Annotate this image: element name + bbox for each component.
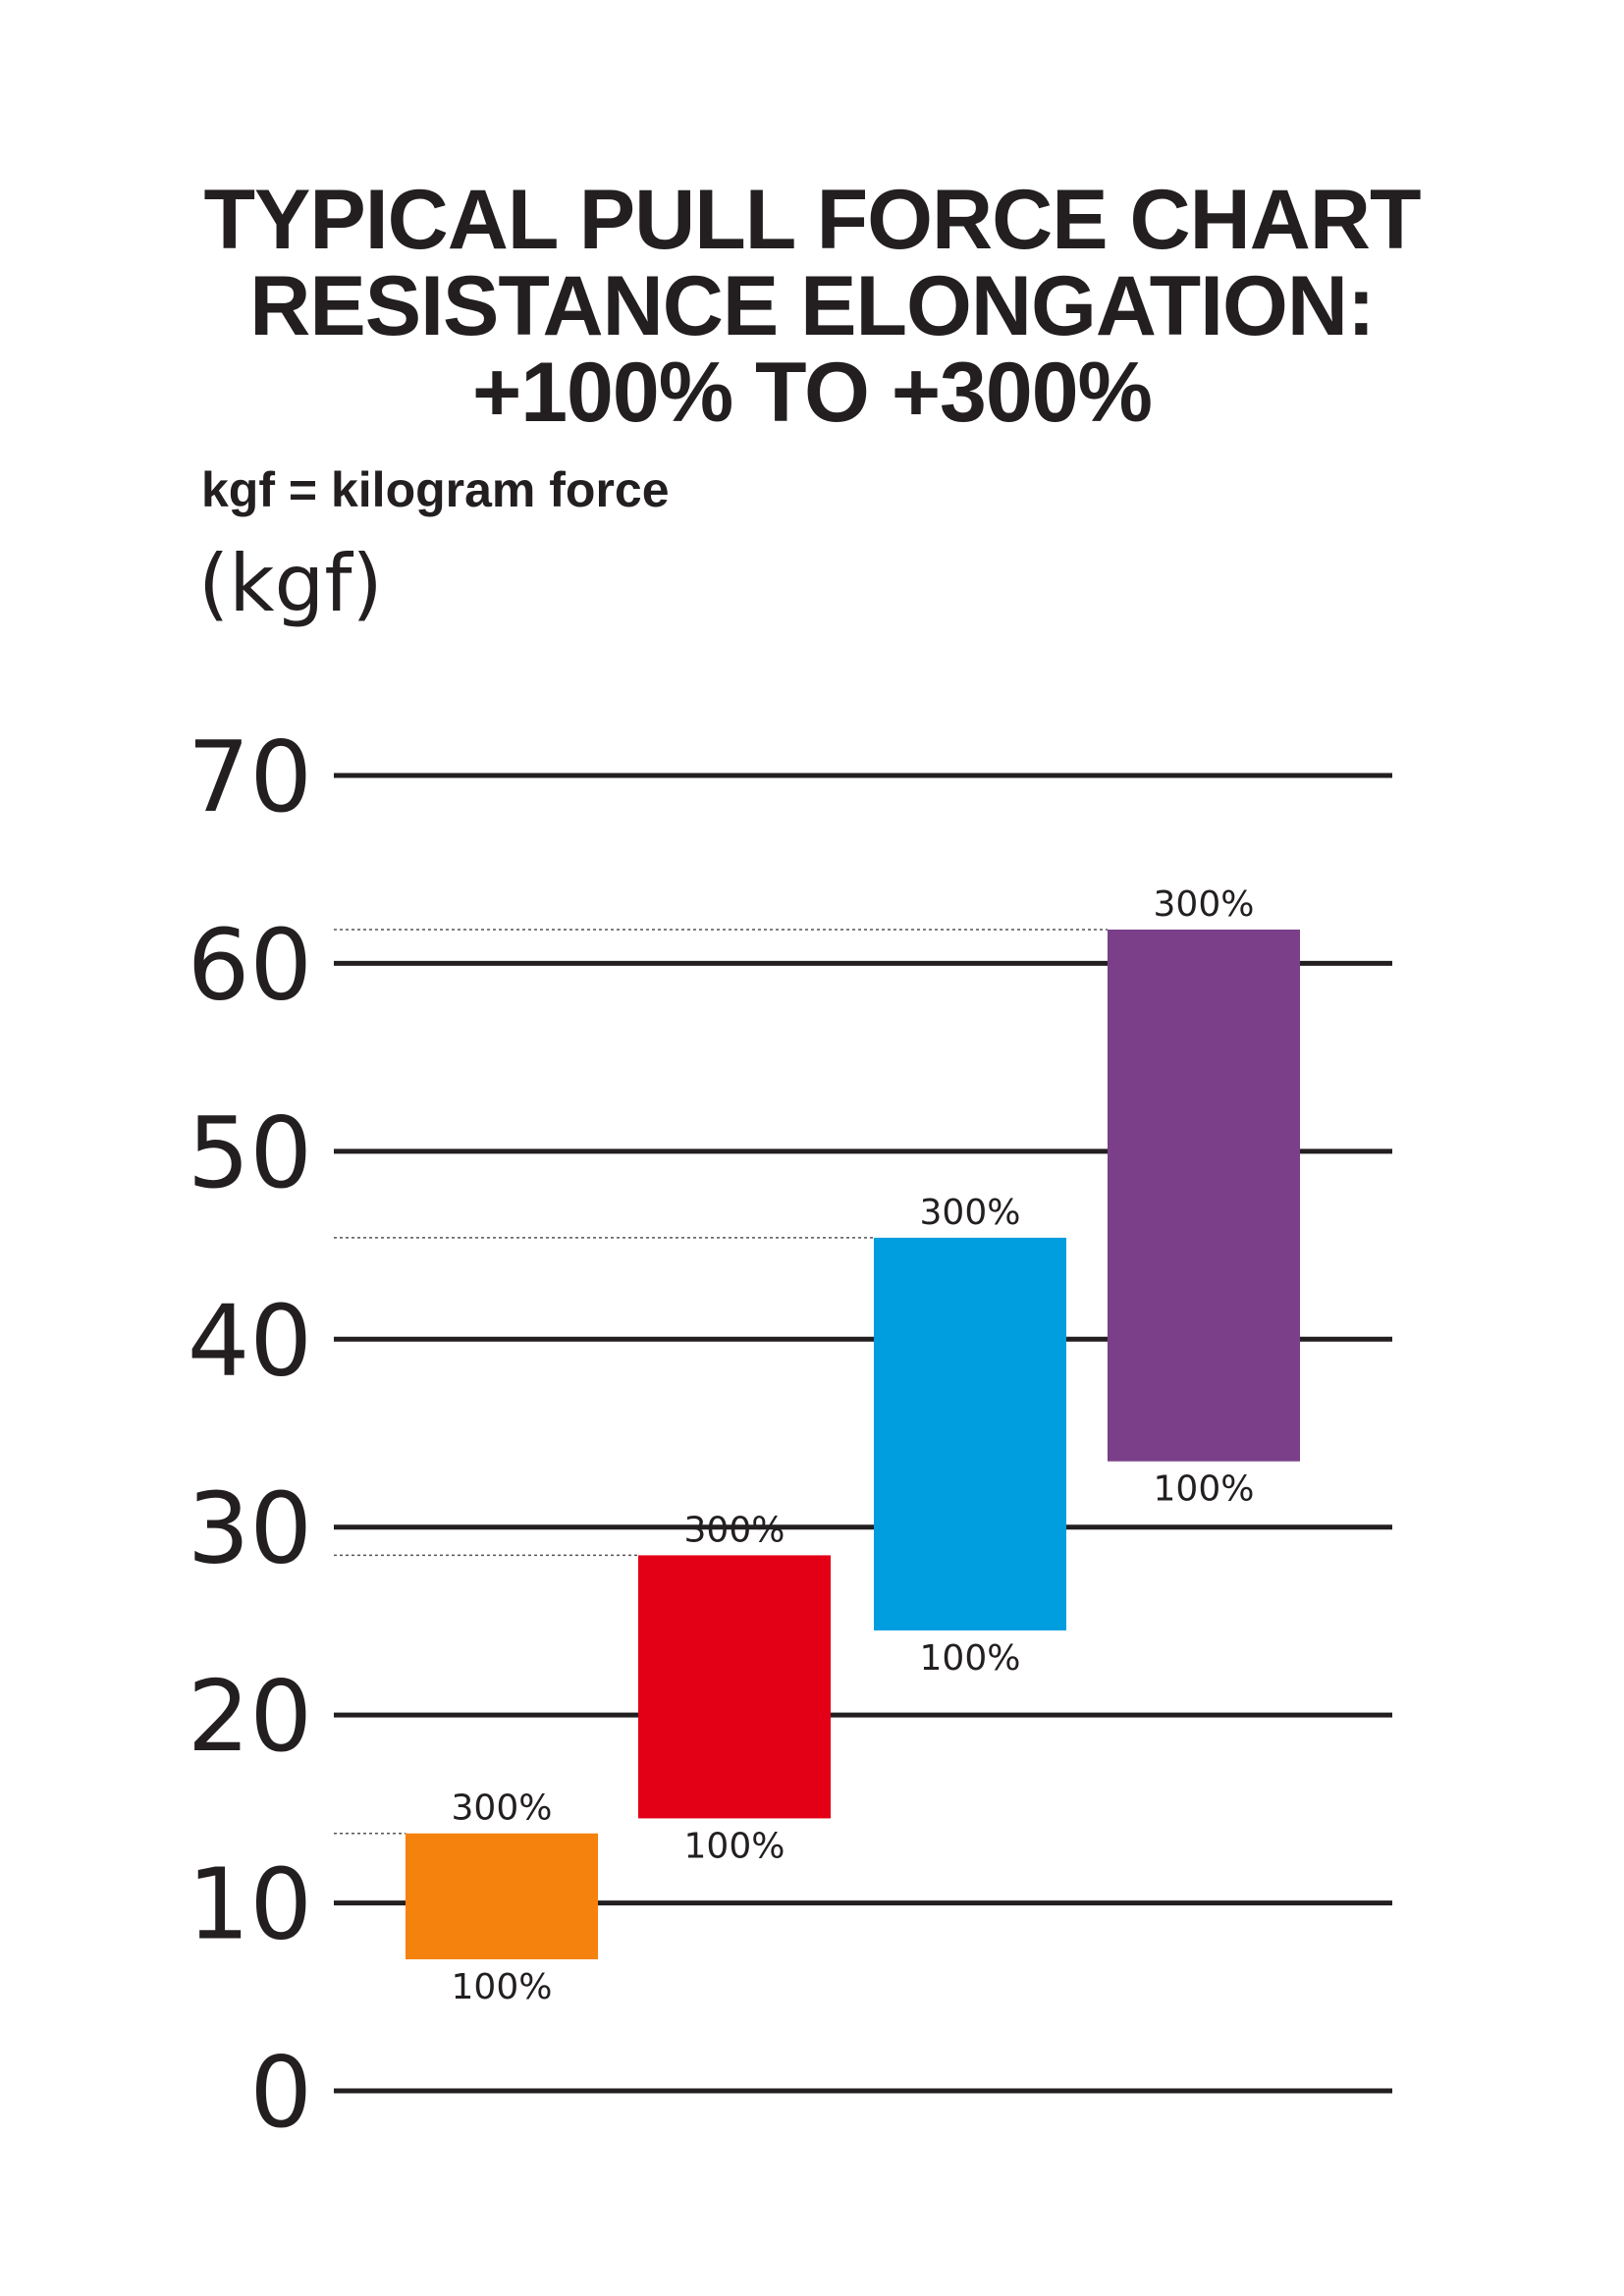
chart-title: TYPICAL PULL FORCE CHART RESISTANCE ELON…: [0, 177, 1624, 436]
bar-high-label-purple: 300%: [1154, 884, 1255, 925]
bar-high-label-orange: 300%: [452, 1789, 553, 1829]
title-line-3: +100% TO +300%: [471, 346, 1153, 440]
y-tick-label-60: 60: [188, 907, 312, 1022]
bar-purple: [1108, 929, 1300, 1462]
y-tick-label-10: 10: [188, 1847, 312, 1962]
y-tick-label-50: 50: [188, 1095, 312, 1210]
bar-low-label-blue: 100%: [920, 1638, 1021, 1679]
y-tick-label-20: 20: [188, 1659, 312, 1774]
y-tick-label-70: 70: [188, 720, 312, 834]
y-tick-label-0: 0: [249, 2035, 312, 2150]
bar-red: [638, 1555, 831, 1819]
title-line-1: TYPICAL PULL FORCE CHART: [203, 173, 1422, 267]
bar-high-label-blue: 300%: [920, 1193, 1021, 1233]
bars: 300% 100% 300% 100% 300% 100% 300% 100%: [406, 884, 1300, 2007]
gridlines: 0 10 20 30 40 50 60 70: [188, 720, 1392, 2150]
guide-lines: [334, 929, 1108, 1835]
bar-high-label-red: 300%: [684, 1510, 785, 1550]
bar-low-label-red: 100%: [684, 1826, 785, 1866]
y-tick-label-40: 40: [188, 1283, 312, 1398]
bar-low-label-orange: 100%: [452, 1967, 553, 2007]
bar-blue: [874, 1237, 1066, 1630]
y-tick-label-30: 30: [188, 1471, 312, 1586]
bar-orange: [406, 1833, 598, 1959]
bar-low-label-purple: 100%: [1154, 1469, 1255, 1510]
title-line-2: RESISTANCE ELONGATION:: [249, 259, 1375, 353]
unit-note: kgf = kilogram force: [201, 462, 670, 517]
y-axis-label: (kgf): [198, 538, 383, 629]
